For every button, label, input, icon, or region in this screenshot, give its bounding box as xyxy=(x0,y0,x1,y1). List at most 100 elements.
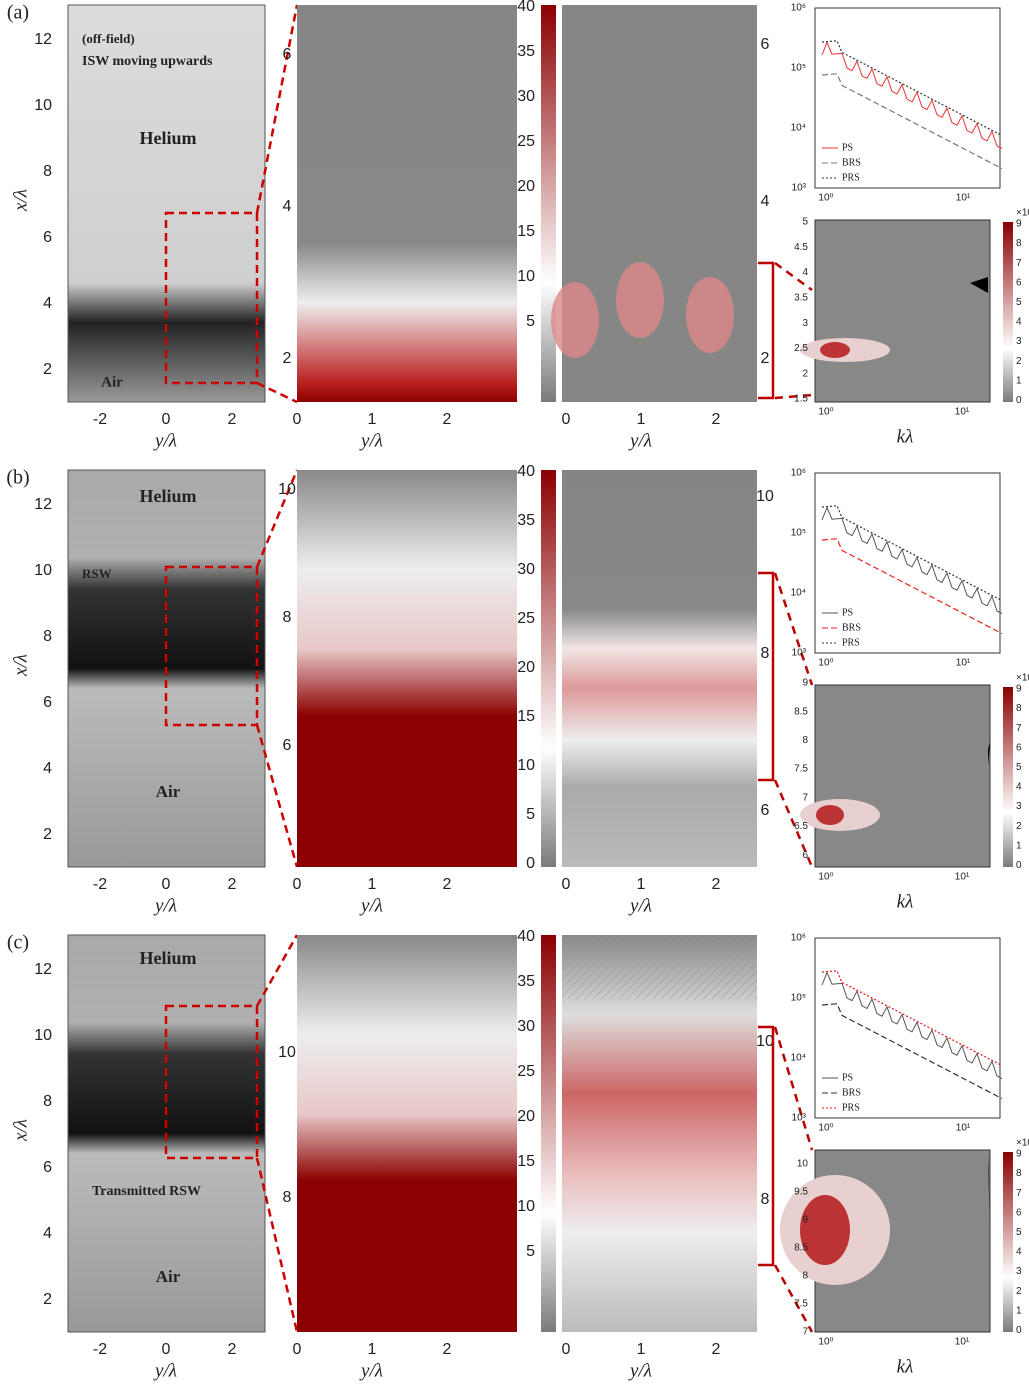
y-tick-label: 4 xyxy=(283,198,292,215)
x-tick-label: 0 xyxy=(562,411,571,428)
y-tick-label: 4 xyxy=(802,267,808,278)
y-tick-label: 6 xyxy=(43,694,52,711)
bracket xyxy=(758,1027,773,1265)
y-tick-label: 7.5 xyxy=(794,1299,808,1310)
colorbar-tick-label: 35 xyxy=(517,43,535,60)
annotation: Air xyxy=(101,374,123,390)
colorbar-tick-label: 1 xyxy=(1016,1305,1022,1316)
y-tick-label: 4 xyxy=(761,193,770,210)
x-tick-label: 0 xyxy=(162,411,171,428)
x-tick-label: 1 xyxy=(368,876,377,893)
y-tick-label: 7.5 xyxy=(794,764,808,775)
y-tick-label: 10 xyxy=(34,1027,52,1044)
x-tick-label: 1 xyxy=(637,1341,646,1358)
colorbar-tick-label: 1 xyxy=(1016,375,1022,386)
colorbar-tick-label: 30 xyxy=(517,88,535,105)
y-tick-label: 10 xyxy=(756,1033,774,1050)
colorbar xyxy=(541,935,556,1332)
y-tick-label: 9 xyxy=(802,1215,808,1226)
y-tick-label: 10⁶ xyxy=(791,933,806,944)
x-axis-label: y/λ xyxy=(359,430,383,451)
colorbar-tick-label: 40 xyxy=(517,0,535,15)
x-tick-label: 1 xyxy=(368,1341,377,1358)
zoom-panel xyxy=(297,5,517,402)
y-tick-label: 12 xyxy=(34,496,52,513)
legend-entry: PRS xyxy=(842,172,860,183)
x-tick-label: 10⁰ xyxy=(818,658,833,669)
y-tick-label: 2 xyxy=(761,350,770,367)
legend-entry: PS xyxy=(842,142,853,153)
zoom-panel xyxy=(297,470,517,867)
x-tick-label: 10⁰ xyxy=(818,1123,833,1134)
y-tick-label: 10³ xyxy=(792,1113,807,1124)
x-tick-label: 10¹ xyxy=(955,1337,970,1348)
colorbar-tick-label: 20 xyxy=(517,178,535,195)
colorbar-tick-label: 8 xyxy=(1016,238,1022,249)
x-tick-label: 10⁰ xyxy=(818,872,833,883)
colorbar-tick-label: 35 xyxy=(517,512,535,529)
colorbar xyxy=(1003,687,1013,867)
y-tick-label: 10⁴ xyxy=(791,588,806,599)
colorbar xyxy=(1003,1152,1013,1332)
y-tick-label: 10⁴ xyxy=(791,1053,806,1064)
x-tick-label: 2 xyxy=(228,1341,237,1358)
colorbar-tick-label: 0 xyxy=(1016,860,1022,871)
y-tick-label: 9.5 xyxy=(794,1187,808,1198)
y-tick-label: 8 xyxy=(761,645,770,662)
colorbar-tick-label: 25 xyxy=(517,610,535,627)
colorbar-tick-label: 10 xyxy=(517,268,535,285)
y-tick-label: 2 xyxy=(283,350,292,367)
colorbar xyxy=(1003,222,1013,402)
y-axis-label: x/λ xyxy=(10,654,31,677)
legend-entry: BRS xyxy=(842,157,861,168)
x-tick-label: 2 xyxy=(228,411,237,428)
x-tick-label: 10⁰ xyxy=(818,1337,833,1348)
x-axis-label: y/λ xyxy=(359,895,383,916)
y-tick-label: 8 xyxy=(43,628,52,645)
y-tick-label: 10³ xyxy=(792,183,807,194)
x-axis-label: y/λ xyxy=(359,1360,383,1381)
annotation: Air xyxy=(156,1267,181,1286)
colorbar-tick-label: 2 xyxy=(1016,821,1022,832)
y-tick-label: 4 xyxy=(43,760,52,777)
x-tick-label: 0 xyxy=(162,1341,171,1358)
y-tick-label: 7 xyxy=(802,1327,808,1338)
annotation: ISW moving upwards xyxy=(82,54,213,69)
x-tick-label: 2 xyxy=(443,876,452,893)
figure: (a)12108642-202y/λx/λ(off-field)ISW movi… xyxy=(0,0,1029,1384)
annotation: RSW xyxy=(82,566,112,581)
y-tick-label: 6 xyxy=(43,1159,52,1176)
colorbar-tick-label: 9 xyxy=(1016,684,1022,695)
y-tick-label: 8 xyxy=(283,1189,292,1206)
colorbar-tick-label: 6 xyxy=(1016,742,1022,753)
x-tick-label: 2 xyxy=(443,1341,452,1358)
colorbar-tick-label: 5 xyxy=(526,313,535,330)
colorbar-tick-label: 10 xyxy=(517,757,535,774)
y-tick-label: 12 xyxy=(34,31,52,48)
colorbar-tick-label: 15 xyxy=(517,223,535,240)
colorbar-tick-label: 20 xyxy=(517,1108,535,1125)
field-blob xyxy=(616,262,664,338)
bracket xyxy=(758,573,773,780)
colorbar-tick-label: 5 xyxy=(1016,762,1022,773)
annotation: Air xyxy=(156,782,181,801)
x-axis-label: y/λ xyxy=(153,895,177,916)
colorbar-tick-label: 0 xyxy=(1016,1325,1022,1336)
colorbar-tick-label: 7 xyxy=(1016,1188,1022,1199)
x-tick-label: 10¹ xyxy=(956,193,971,204)
x-tick-label: 0 xyxy=(562,876,571,893)
x-tick-label: -2 xyxy=(93,876,107,893)
colorbar-tick-label: 2 xyxy=(1016,356,1022,367)
colorbar-tick-label: 6 xyxy=(1016,277,1022,288)
x-tick-label: 0 xyxy=(293,876,302,893)
annotation: (off-field) xyxy=(82,31,135,46)
profile-panel xyxy=(815,685,990,867)
profile-blob xyxy=(816,805,844,825)
panel-row: (b)12108642-202y/λx/λHeliumRSWAir1086012… xyxy=(6,463,1029,916)
x-tick-label: 0 xyxy=(293,1341,302,1358)
colorbar-tick-label: 9 xyxy=(1016,1149,1022,1160)
x-tick-label: -2 xyxy=(93,1341,107,1358)
x-tick-label: 10¹ xyxy=(956,658,971,669)
colorbar xyxy=(541,5,556,402)
